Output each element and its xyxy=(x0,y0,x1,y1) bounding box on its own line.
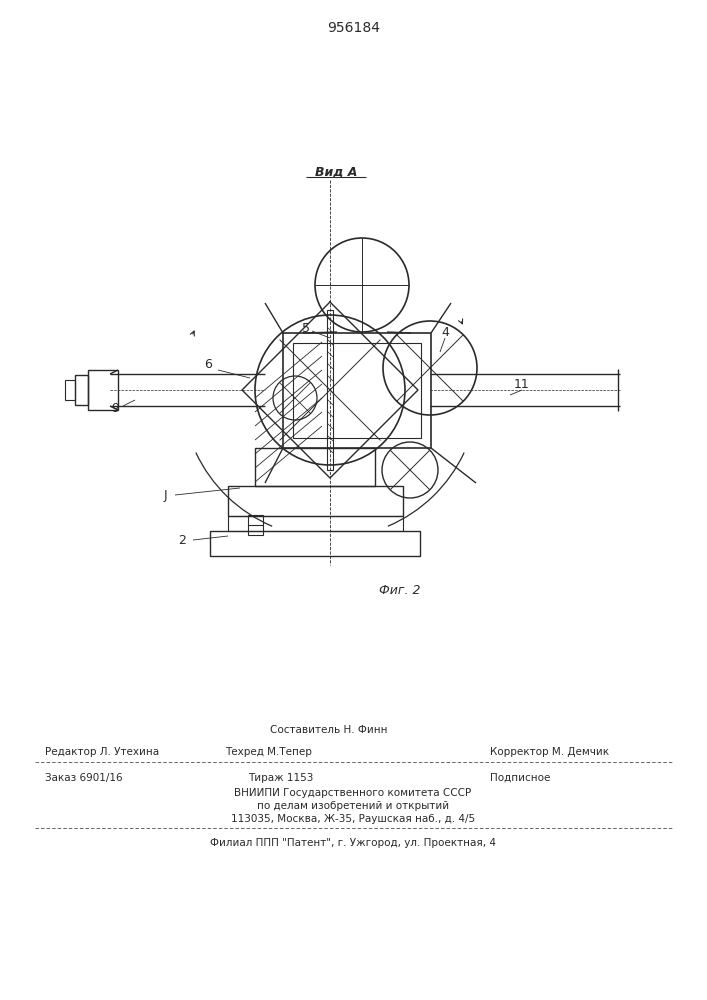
Text: 2: 2 xyxy=(178,534,186,546)
Bar xyxy=(293,343,421,438)
Text: 956184: 956184 xyxy=(327,21,380,35)
Bar xyxy=(88,370,118,410)
Text: Составитель Н. Финн: Составитель Н. Финн xyxy=(270,725,387,735)
Text: Тираж 1153: Тираж 1153 xyxy=(248,773,313,783)
Text: 5: 5 xyxy=(302,322,310,334)
Bar xyxy=(327,310,333,470)
Bar xyxy=(283,333,431,448)
Text: Подписное: Подписное xyxy=(490,773,550,783)
Text: 9: 9 xyxy=(111,401,119,414)
Text: 6: 6 xyxy=(204,359,212,371)
Text: Вид А: Вид А xyxy=(315,165,357,178)
Text: 4: 4 xyxy=(441,326,449,338)
Text: J: J xyxy=(163,488,167,502)
Bar xyxy=(248,515,263,535)
Bar xyxy=(228,516,403,531)
Bar xyxy=(65,380,75,400)
Text: ВНИИПИ Государственного комитета СССР: ВНИИПИ Государственного комитета СССР xyxy=(235,788,472,798)
Text: Корректор М. Демчик: Корректор М. Демчик xyxy=(490,747,609,757)
Text: 11: 11 xyxy=(514,377,530,390)
Bar xyxy=(75,375,88,405)
Text: 113035, Москва, Ж-35, Раушская наб., д. 4/5: 113035, Москва, Ж-35, Раушская наб., д. … xyxy=(231,814,475,824)
Text: по делам изобретений и открытий: по делам изобретений и открытий xyxy=(257,801,449,811)
Text: Техред М.Тепер: Техред М.Тепер xyxy=(225,747,312,757)
Text: Фиг. 2: Фиг. 2 xyxy=(379,584,421,596)
Text: Филиал ППП "Патент", г. Ужгород, ул. Проектная, 4: Филиал ППП "Патент", г. Ужгород, ул. Про… xyxy=(210,838,496,848)
Text: Редактор Л. Утехина: Редактор Л. Утехина xyxy=(45,747,159,757)
Bar xyxy=(210,531,420,556)
Bar xyxy=(228,486,403,516)
Text: Заказ 6901/16: Заказ 6901/16 xyxy=(45,773,122,783)
Bar xyxy=(255,448,375,486)
